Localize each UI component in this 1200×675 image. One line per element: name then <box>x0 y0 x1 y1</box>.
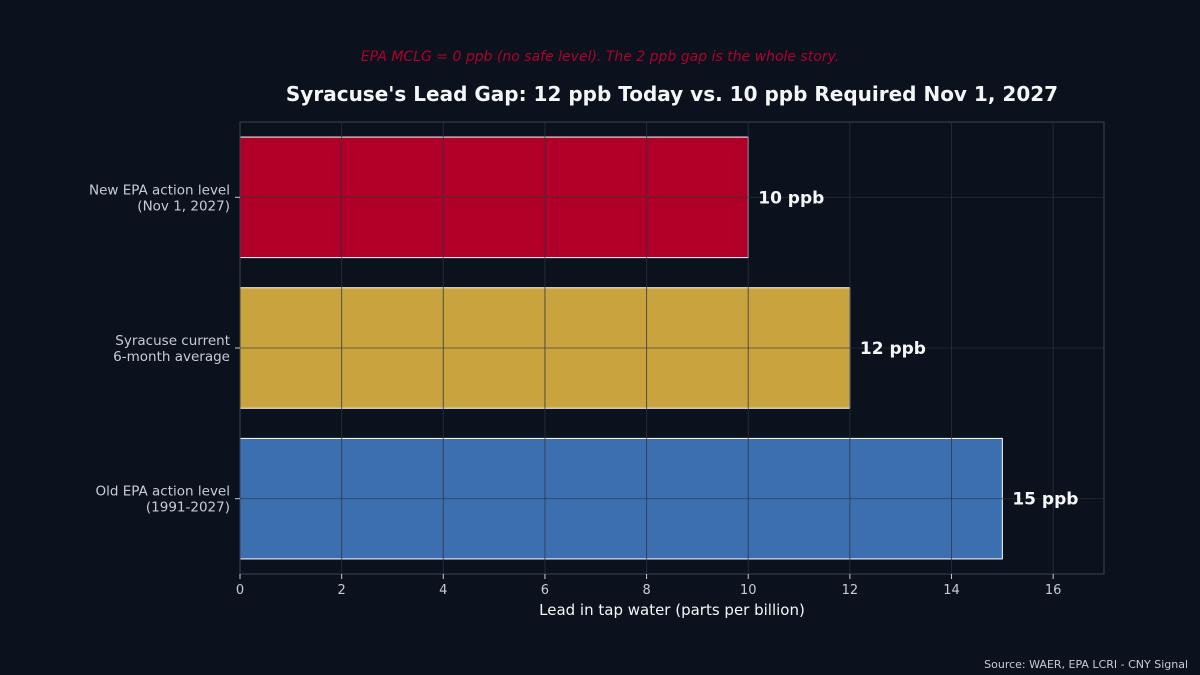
x-tick-label-7: 14 <box>943 583 960 598</box>
x-tick-label-8: 16 <box>1045 583 1062 598</box>
x-axis-ticks: 0 2 4 6 8 10 12 14 16 <box>236 574 1062 598</box>
value-labels: 10 ppb 12 ppb 15 ppb <box>758 188 1078 509</box>
value-label-2: 12 ppb <box>860 339 926 359</box>
category-label-3: Old EPA action level (1991-2027) <box>95 484 230 516</box>
value-label-3: 15 ppb <box>1012 490 1078 510</box>
grid-layer <box>240 122 1104 574</box>
x-axis-label: Lead in tap water (parts per billion) <box>539 601 805 619</box>
x-tick-label-0: 0 <box>236 583 244 598</box>
x-tick-label-6: 12 <box>842 583 859 598</box>
x-tick-label-1: 2 <box>338 583 346 598</box>
x-tick-label-4: 8 <box>642 583 650 598</box>
y-axis-categories: New EPA action level (Nov 1, 2027) Syracus… <box>89 182 240 516</box>
value-label-1: 10 ppb <box>758 188 824 208</box>
chart-title: Syracuse's Lead Gap: 12 ppb Today vs. 10… <box>286 82 1058 106</box>
source-note: Source: WAER, EPA LCRI - CNY Signal <box>984 658 1188 671</box>
x-tick-label-2: 4 <box>439 583 447 598</box>
x-tick-label-5: 10 <box>740 583 757 598</box>
category-label-1: New EPA action level (Nov 1, 2027) <box>89 182 230 214</box>
chart-subtitle: EPA MCLG = 0 ppb (no safe level). The 2 … <box>361 49 840 65</box>
category-label-2: Syracuse current 6-month average <box>113 333 230 365</box>
x-tick-label-3: 6 <box>541 583 549 598</box>
